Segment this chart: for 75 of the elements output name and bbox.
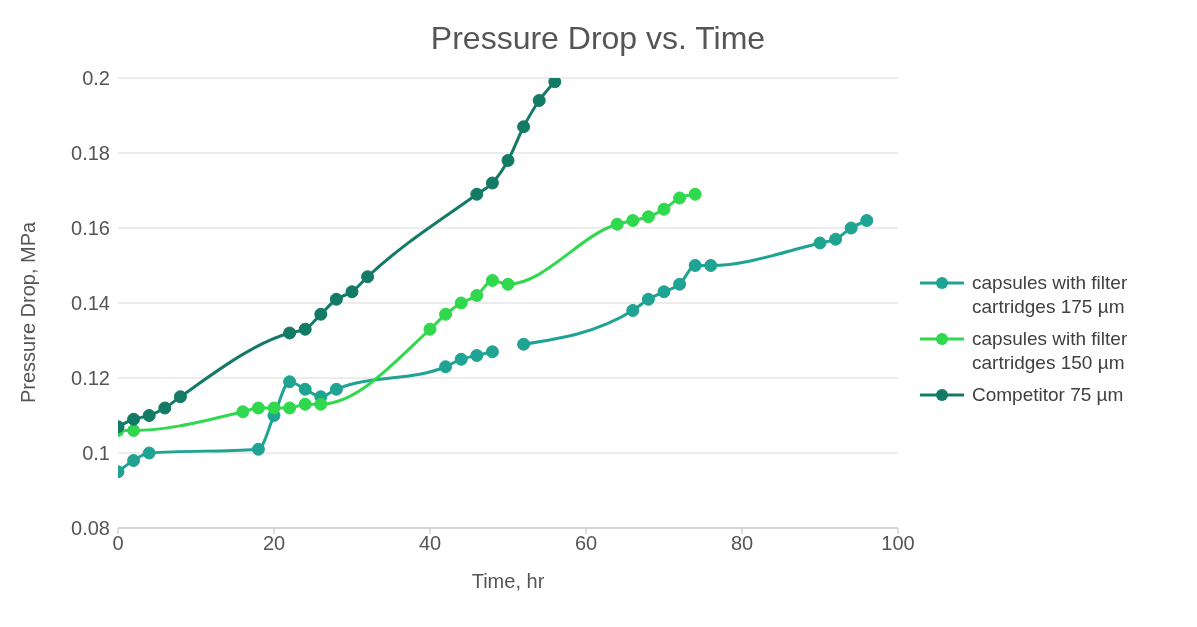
point (626, 214, 640, 227)
point (641, 292, 655, 306)
point (517, 120, 531, 134)
point (423, 322, 437, 336)
point (610, 217, 624, 231)
x-tick-label: 60 (574, 532, 598, 555)
point (127, 454, 141, 467)
legend-label: capsules with filter cartridges 150 µm (972, 327, 1129, 375)
point (501, 154, 515, 167)
point (283, 375, 297, 389)
point (704, 259, 718, 272)
point (485, 176, 499, 190)
point (298, 382, 312, 396)
point (641, 210, 655, 224)
point (267, 401, 281, 415)
point (173, 390, 187, 404)
point (345, 285, 359, 299)
point (314, 397, 328, 411)
point (626, 304, 640, 317)
point (548, 78, 562, 89)
y-tick-label: 0.12 (71, 367, 110, 390)
x-tick-label: 100 (881, 532, 915, 555)
point (454, 352, 468, 366)
point (454, 296, 468, 310)
point (314, 307, 328, 321)
point (298, 322, 312, 336)
point (673, 191, 687, 205)
point (688, 187, 702, 201)
legend-label: capsules with filter cartridges 175 µm (972, 271, 1129, 319)
y-tick-label: 0.14 (71, 292, 110, 315)
point (657, 285, 671, 299)
point (127, 424, 141, 437)
point (501, 277, 515, 291)
point (283, 326, 297, 340)
point (813, 236, 827, 250)
point (251, 401, 265, 415)
y-tick-label: 0.16 (71, 217, 110, 240)
point (439, 360, 453, 374)
point (142, 409, 156, 422)
point (470, 289, 484, 302)
point (485, 274, 499, 287)
point (470, 187, 484, 201)
point (142, 446, 156, 460)
point (158, 401, 172, 415)
x-tick-label: 40 (418, 532, 442, 555)
point (532, 94, 546, 107)
x-tick-label: 0 (112, 532, 124, 555)
x-axis-title: Time, hr (471, 570, 545, 592)
point (127, 412, 141, 426)
point (688, 259, 702, 272)
point (439, 307, 453, 321)
y-tick-label: 0.2 (82, 67, 110, 90)
point (329, 292, 343, 306)
point (844, 221, 858, 235)
chart-title: Pressure Drop vs. Time (429, 19, 767, 58)
y-tick-label: 0.08 (71, 517, 110, 540)
point (361, 270, 375, 284)
point (860, 214, 874, 227)
point (283, 401, 297, 415)
point (829, 232, 843, 246)
point (657, 202, 671, 216)
x-tick-label: 80 (730, 532, 754, 555)
point (298, 397, 312, 411)
x-tick-label: 20 (262, 532, 286, 555)
point (329, 382, 343, 396)
y-tick-label: 0.18 (71, 142, 110, 165)
legend-label: Competitor 75 µm (972, 383, 1124, 407)
y-axis-title: Pressure Drop, MPa (17, 220, 40, 403)
point (236, 405, 250, 419)
point (517, 337, 531, 351)
point (470, 349, 484, 362)
y-tick-label: 0.1 (82, 442, 110, 465)
point (485, 345, 499, 359)
point (251, 442, 265, 456)
point (673, 277, 687, 291)
